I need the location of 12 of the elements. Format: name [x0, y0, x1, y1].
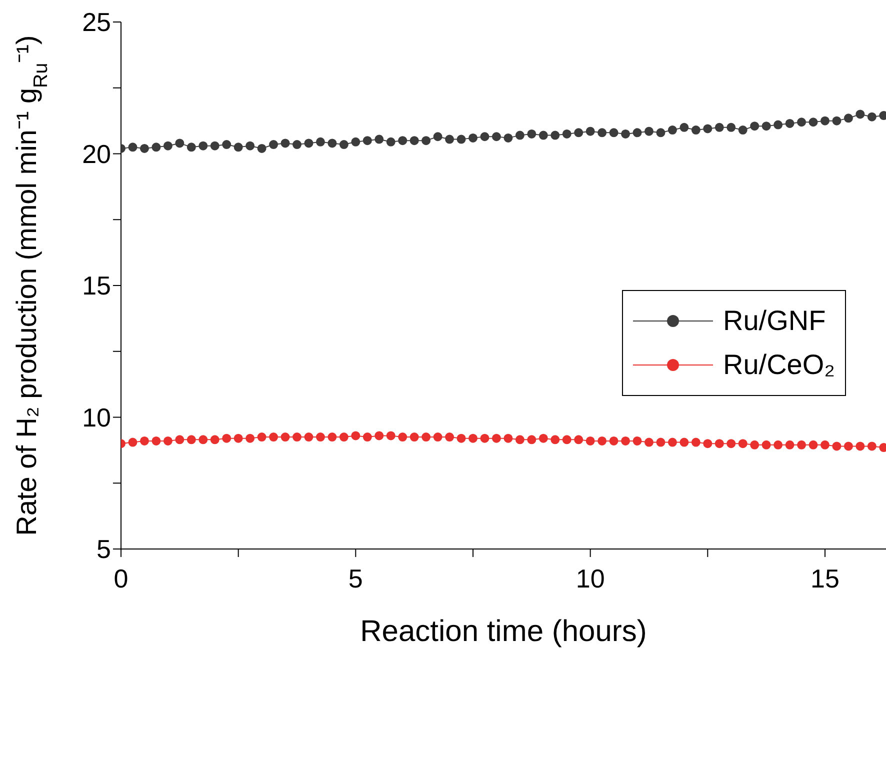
x-axis-title: Reaction time (hours) — [360, 615, 647, 648]
y-tick-label: 5 — [96, 534, 111, 564]
x-tick-label: 15 — [810, 563, 840, 594]
x-tick-label: 5 — [348, 563, 363, 594]
y-tick-label: 20 — [82, 138, 111, 169]
y-tick-label: 25 — [82, 7, 111, 38]
x-tick-label: 10 — [576, 563, 605, 594]
x-tick-label: 0 — [114, 563, 128, 594]
y-tick-label: 15 — [82, 270, 111, 301]
legend-label: Ru/GNF — [723, 305, 826, 337]
y-tick-label: 10 — [82, 402, 111, 432]
legend-label: Ru/CeO₂ — [723, 349, 836, 381]
